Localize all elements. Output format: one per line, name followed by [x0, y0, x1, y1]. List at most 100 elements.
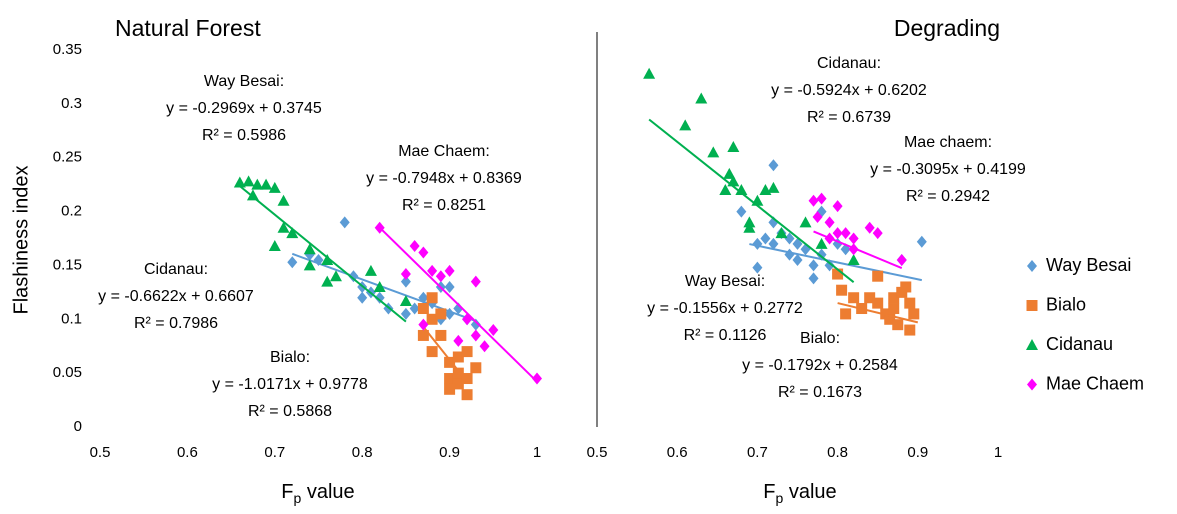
- point: [444, 264, 455, 277]
- legend-label: Bialo: [1046, 294, 1086, 314]
- equation-label: R² = 0.7986: [134, 315, 218, 332]
- point: [242, 175, 255, 187]
- point: [808, 194, 819, 207]
- point: [462, 313, 473, 326]
- y-tick-label: 0.15: [53, 256, 82, 273]
- series: [643, 67, 860, 266]
- y-tick-label: 0.3: [61, 95, 82, 112]
- point: [916, 235, 927, 248]
- point: [461, 346, 473, 358]
- point: [760, 232, 771, 245]
- equation-label: Bialo:: [800, 330, 840, 347]
- point: [812, 210, 823, 223]
- point: [287, 256, 298, 269]
- x-tick-label: 0.8: [352, 444, 373, 461]
- point: [444, 280, 455, 293]
- point: [836, 284, 848, 296]
- equation-label: Mae Chaem:: [398, 143, 490, 160]
- point: [321, 254, 334, 266]
- equation-label: Cidanau:: [144, 261, 208, 278]
- x-label-base: F: [763, 481, 775, 503]
- point: [824, 216, 835, 229]
- point: [488, 324, 499, 337]
- point: [719, 184, 732, 196]
- point: [872, 270, 884, 282]
- equation-label: R² = 0.1673: [778, 384, 862, 401]
- point: [417, 329, 429, 341]
- x-tick-label: 0.5: [587, 444, 608, 461]
- point: [286, 227, 299, 239]
- point: [768, 159, 779, 172]
- series: [233, 175, 412, 306]
- equation-label: y = -0.6622x + 0.6607: [98, 288, 254, 305]
- point: [400, 307, 411, 320]
- point: [303, 259, 316, 271]
- chart-title: Natural Forest: [115, 15, 261, 41]
- equation-label: Mae chaem:: [904, 134, 992, 151]
- point: [461, 389, 473, 401]
- trendline: [422, 326, 468, 383]
- point: [470, 362, 482, 374]
- equation-label: y = -0.1556x + 0.2772: [647, 300, 803, 317]
- equation-label: y = -0.5924x + 0.6202: [771, 82, 927, 99]
- point: [751, 194, 764, 206]
- series: [417, 292, 482, 401]
- y-axis-label: Flashiness index: [10, 166, 32, 315]
- point: [321, 275, 334, 287]
- x-tick-label: 0.7: [264, 444, 285, 461]
- y-tick-label: 0.2: [61, 203, 82, 220]
- x-label-rest: value: [783, 481, 836, 503]
- point: [426, 346, 438, 358]
- point: [417, 303, 429, 315]
- point: [896, 254, 907, 267]
- x-tick-label: 0.7: [747, 444, 768, 461]
- point: [840, 227, 851, 240]
- point: [260, 178, 273, 190]
- point: [479, 340, 490, 353]
- x-tick-label: 0.9: [907, 444, 928, 461]
- equation-label: Bialo:: [270, 349, 310, 366]
- equation-label: R² = 0.8251: [402, 197, 486, 214]
- point: [904, 324, 916, 336]
- y-tick-label: 0.25: [53, 149, 82, 166]
- point: [268, 181, 281, 193]
- point: [888, 292, 900, 304]
- equation-label: R² = 0.6739: [807, 109, 891, 126]
- legend-marker: [1027, 260, 1037, 272]
- x-tick-label: 0.6: [667, 444, 688, 461]
- series: [736, 159, 927, 285]
- point: [808, 272, 819, 285]
- point: [792, 237, 803, 250]
- point: [888, 303, 900, 315]
- point: [864, 292, 876, 304]
- point: [848, 292, 860, 304]
- legend-label: Cidanau: [1046, 334, 1113, 354]
- legend-marker: [1027, 378, 1037, 391]
- point: [409, 240, 420, 253]
- x-tick-label: 0.5: [90, 444, 111, 461]
- point: [792, 254, 803, 267]
- trendline: [837, 302, 919, 324]
- x-axis-label: Fp value: [763, 481, 836, 505]
- series: [374, 221, 542, 385]
- point: [373, 280, 386, 292]
- trendline: [378, 226, 538, 383]
- x-tick-label: 0.8: [827, 444, 848, 461]
- point: [752, 237, 763, 250]
- point: [453, 302, 464, 315]
- chart-title: Degrading: [894, 15, 1000, 41]
- x-tick-label: 0.6: [177, 444, 198, 461]
- trendline: [239, 185, 407, 323]
- x-label-subscript: p: [776, 490, 784, 506]
- legend-marker: [1026, 300, 1038, 311]
- point: [426, 292, 438, 304]
- x-axis-label: Fp value: [281, 481, 354, 505]
- point: [427, 264, 438, 277]
- point: [444, 383, 456, 395]
- point: [251, 178, 264, 190]
- point: [364, 264, 377, 276]
- point: [735, 184, 748, 196]
- series: [832, 268, 920, 336]
- point: [400, 268, 411, 281]
